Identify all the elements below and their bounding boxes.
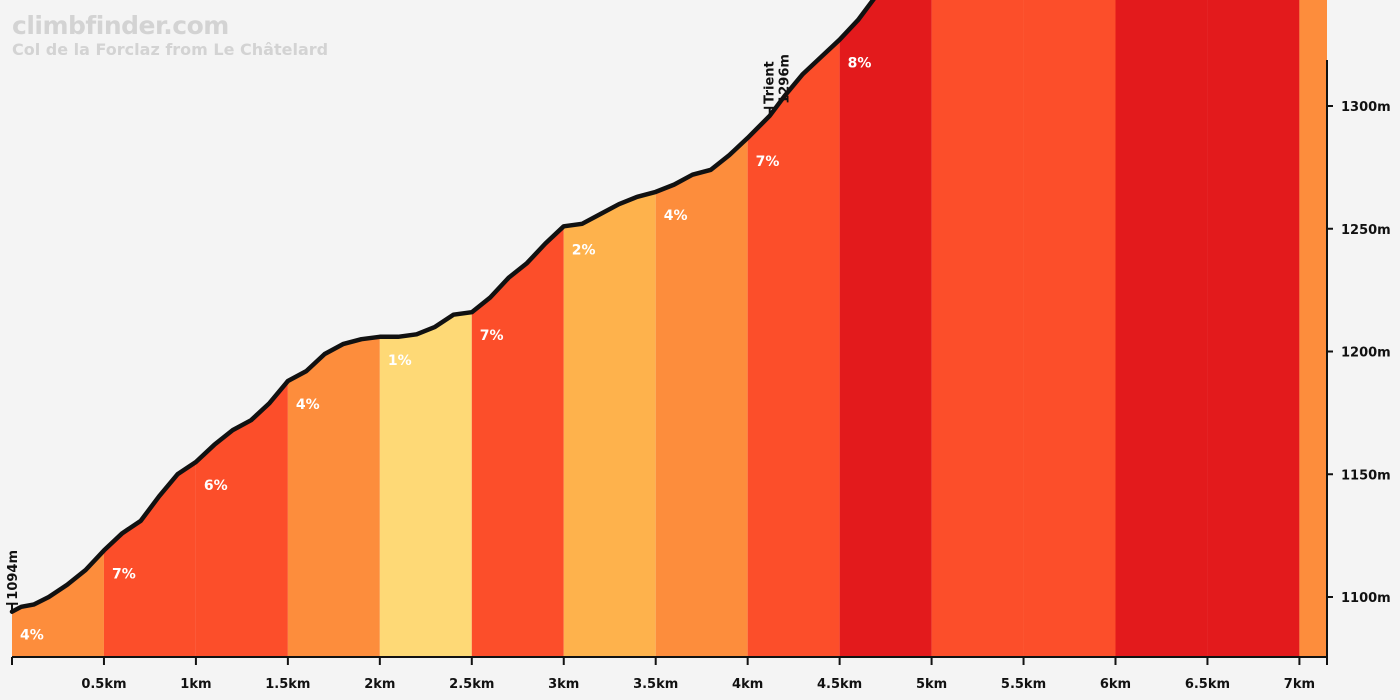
x-tick-label: 5km [916, 677, 947, 692]
gradient-label: 4% [20, 628, 44, 644]
gradient-segment [655, 0, 748, 657]
gradient-label: 4% [664, 208, 688, 224]
chart-title: Col de la Forclaz from Le Châtelard [12, 40, 329, 59]
gradient-segment [287, 0, 380, 657]
y-tick-label: 1300m [1341, 100, 1391, 115]
y-tick-label: 1200m [1341, 346, 1391, 361]
gradient-segment [1207, 0, 1300, 657]
gradient-label: 2% [572, 242, 596, 258]
x-tick-label: 1.5km [265, 677, 310, 692]
elevation-profile-line [9, 0, 876, 614]
gradient-segment [563, 0, 656, 657]
x-tick-label: 0.5km [81, 677, 126, 692]
x-tick-label: 3km [548, 677, 579, 692]
x-tick-label: 7km [1284, 677, 1315, 692]
x-tick-label: 2km [364, 677, 395, 692]
gradient-label: 7% [480, 328, 504, 344]
gradient-label: 7% [756, 154, 780, 170]
gradient-segment [12, 0, 104, 657]
x-tick-label: 3.5km [633, 677, 678, 692]
marker-name: Trient [763, 61, 778, 104]
x-tick-label: 6.5km [1185, 677, 1230, 692]
marker-elevation: 1094m [6, 550, 21, 600]
gradient-label: 4% [296, 397, 320, 413]
y-tick-label: 1100m [1341, 591, 1391, 606]
y-tick-label: 1150m [1341, 468, 1391, 483]
x-tick-label: 6km [1100, 677, 1131, 692]
gradient-segment [1115, 0, 1208, 657]
gradient-segment [747, 0, 840, 657]
gradient-label: 1% [388, 353, 412, 369]
x-tick-label: 4km [732, 677, 763, 692]
x-tick-label: 5.5km [1001, 677, 1046, 692]
y-tick-label: 1250m [1341, 223, 1391, 238]
gradient-label: 7% [112, 566, 136, 582]
x-tick-label: 4.5km [817, 677, 862, 692]
gradient-segment [195, 0, 288, 657]
site-logo-text: climbfinder.com [12, 11, 229, 40]
gradient-label: 6% [204, 478, 228, 494]
gradient-segment [1023, 0, 1116, 657]
x-tick-label: 1km [180, 677, 211, 692]
gradient-segment [839, 0, 932, 657]
gradient-segment [931, 0, 1024, 657]
gradient-segment [1299, 0, 1327, 657]
x-tick-label: 2.5km [449, 677, 494, 692]
gradient-segment [103, 0, 196, 657]
gradient-label: 8% [848, 56, 872, 72]
marker-elevation: 1296m [778, 54, 793, 104]
